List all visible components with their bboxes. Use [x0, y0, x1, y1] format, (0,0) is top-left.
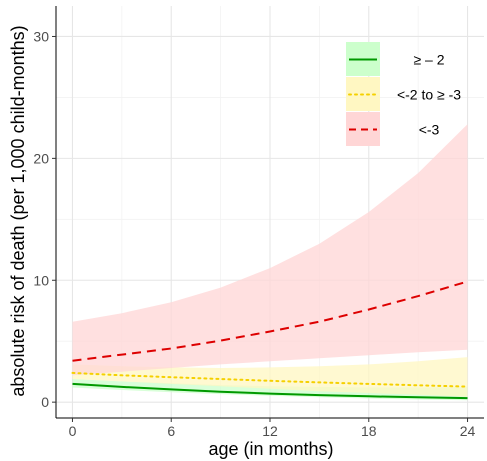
axes: 0 6 12 18 24 0 10 20 30 [33, 6, 484, 439]
series-line-3 [72, 280, 468, 362]
x-tick-label: 24 [460, 423, 476, 439]
confidence-band-2 [72, 357, 468, 397]
confidence-band-3 [72, 124, 468, 376]
y-tick-label: 10 [33, 272, 49, 288]
confidence-bands [72, 124, 468, 401]
series-line-2 [71, 371, 469, 388]
y-tick-label: 0 [41, 394, 49, 410]
y-tick-label: 20 [33, 150, 49, 166]
x-tick-label: 12 [262, 423, 278, 439]
legend-label-1: ≥ – 2 [413, 52, 444, 68]
x-tick-label: 6 [167, 423, 175, 439]
y-tick-label: 30 [33, 28, 49, 44]
series-line-1 [72, 382, 468, 400]
x-tick-label: 18 [361, 423, 377, 439]
confidence-band-1 [72, 379, 468, 401]
y-axis-title: absolute risk of death (per 1,000 child-… [8, 25, 28, 396]
x-tick-label: 0 [69, 423, 77, 439]
x-axis-title: age (in months) [208, 439, 333, 459]
legend-label-2: <-2 to ≥ -3 [397, 87, 461, 103]
legend-label-3: <-3 [419, 122, 440, 138]
legend: ≥ – 2 <-2 to ≥ -3 <-3 [346, 42, 461, 146]
series-lines [71, 280, 469, 400]
